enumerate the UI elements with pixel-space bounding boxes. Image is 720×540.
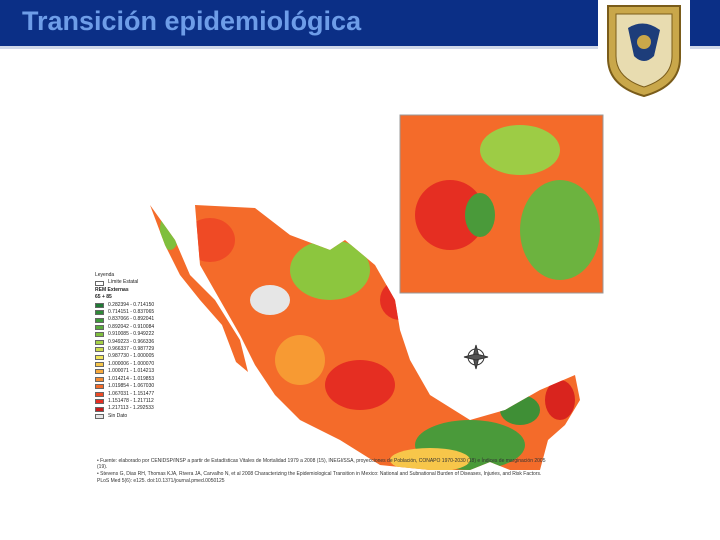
legend-row: Sin Dato <box>95 413 215 420</box>
compass <box>463 344 489 370</box>
legend-row: 0.892042 - 0.910084 <box>95 324 215 331</box>
inset-region <box>415 180 485 250</box>
legend-label: 1.151478 - 1.217112 <box>108 397 154 404</box>
legend-row: 0.949223 - 0.966336 <box>95 339 215 346</box>
legend-swatch <box>95 354 104 360</box>
legend-swatch <box>95 310 104 316</box>
legend-label: 0.892042 - 0.910084 <box>108 323 155 330</box>
legend-label: 1.019854 - 1.067030 <box>108 383 155 390</box>
inset-region <box>520 180 600 280</box>
legend-row: 0.282394 - 0.714150 <box>95 302 215 309</box>
legend-label: 1.000006 - 1.000070 <box>108 360 155 367</box>
legend-swatch <box>95 376 104 382</box>
legend-swatch <box>95 302 104 308</box>
legend-label: 1.000071 - 1.014213 <box>108 368 155 375</box>
legend-swatch <box>95 406 104 412</box>
legend-swatch <box>95 325 104 331</box>
legend-label: 1.217113 - 1.292533 <box>108 405 154 412</box>
legend-row: 1.000071 - 1.014213 <box>95 368 215 375</box>
slide-title: Transición epidemiológica <box>22 6 362 36</box>
footnote: • Stevens G, Dias RH, Thomas KJA, Rivera… <box>97 471 542 484</box>
legend-label: 0.282394 - 0.714150 <box>108 301 155 308</box>
legend-row: Límite Estatal <box>95 279 215 286</box>
legend-swatch <box>95 384 104 390</box>
legend: Leyenda Límite Estatal REM Externas 65 + 85… <box>95 272 215 420</box>
legend-swatch <box>95 391 104 397</box>
logo <box>598 0 690 100</box>
legend-swatch <box>95 362 104 368</box>
legend-label: 0.966337 - 0.987729 <box>108 346 155 353</box>
legend-swatch <box>95 347 104 353</box>
legend-swatch <box>95 280 104 286</box>
legend-label: Límite Estatal <box>108 279 139 286</box>
legend-label: Sin Dato <box>108 412 128 419</box>
legend-swatch <box>95 369 104 375</box>
legend-layer: REM Externas <box>95 286 129 293</box>
legend-row: 1.019854 - 1.067030 <box>95 383 215 390</box>
legend-swatch <box>95 317 104 323</box>
legend-row: 1.067031 - 1.151477 <box>95 391 215 398</box>
footnote: • Fuente: elaborado por CENIDSP/INSP a p… <box>97 458 546 471</box>
legend-swatch <box>95 399 104 405</box>
inset-region <box>465 193 495 237</box>
legend-row: 0.910085 - 0.949222 <box>95 331 215 338</box>
legend-label: 0.837066 - 0.892041 <box>108 316 155 323</box>
legend-row: 1.217113 - 1.292533 <box>95 405 215 412</box>
legend-label: 0.714151 - 0.837065 <box>108 309 155 316</box>
footnotes: • Fuente: elaborado por CENIDSP/INSP a p… <box>97 458 547 485</box>
legend-swatch <box>95 339 104 345</box>
legend-age: 65 + 85 <box>95 294 112 301</box>
legend-swatch <box>95 413 104 419</box>
legend-swatch <box>95 332 104 338</box>
logo-shield <box>607 5 681 98</box>
inset-region <box>480 125 560 175</box>
legend-label: 0.910085 - 0.949222 <box>108 331 155 338</box>
legend-label: 1.014214 - 1.019853 <box>108 375 155 382</box>
legend-label: 0.987730 - 1.000005 <box>108 353 155 360</box>
legend-row: 1.014214 - 1.019853 <box>95 376 215 383</box>
legend-row: 1.000006 - 1.000070 <box>95 361 215 368</box>
legend-row: 0.714151 - 0.837065 <box>95 309 215 316</box>
legend-title: Leyenda <box>95 272 115 278</box>
legend-label: 1.067031 - 1.151477 <box>108 390 155 397</box>
legend-row: 0.966337 - 0.987729 <box>95 346 215 353</box>
legend-row: 0.837066 - 0.892041 <box>95 316 215 323</box>
legend-row: 1.151478 - 1.217112 <box>95 398 215 405</box>
legend-row: 0.987730 - 1.000005 <box>95 353 215 360</box>
legend-label: 0.949223 - 0.966336 <box>108 338 155 345</box>
